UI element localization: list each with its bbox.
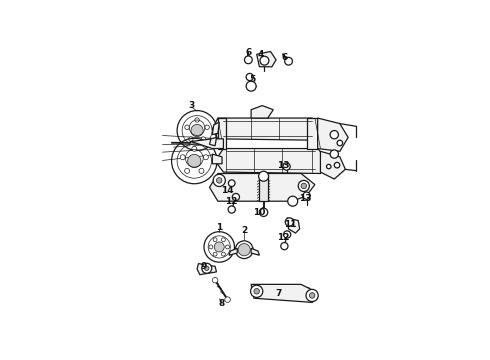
Polygon shape	[218, 118, 226, 149]
Polygon shape	[251, 105, 273, 118]
Circle shape	[202, 263, 212, 273]
Text: 12: 12	[225, 197, 238, 206]
Circle shape	[221, 252, 225, 256]
Circle shape	[228, 206, 235, 213]
Text: 8: 8	[219, 299, 225, 308]
Circle shape	[238, 244, 250, 256]
Circle shape	[306, 289, 318, 302]
Circle shape	[250, 285, 263, 297]
Polygon shape	[251, 248, 259, 255]
Circle shape	[285, 57, 293, 65]
Text: 13: 13	[299, 194, 312, 203]
Polygon shape	[212, 118, 323, 140]
Circle shape	[284, 231, 291, 238]
Circle shape	[213, 252, 217, 256]
Circle shape	[303, 192, 310, 199]
Polygon shape	[259, 176, 268, 201]
Circle shape	[281, 243, 288, 250]
Circle shape	[199, 168, 204, 174]
Text: 1: 1	[216, 223, 222, 232]
Circle shape	[180, 155, 185, 160]
Text: 7: 7	[276, 289, 282, 298]
Circle shape	[259, 208, 268, 216]
Circle shape	[192, 146, 197, 151]
Text: 4: 4	[258, 50, 264, 59]
Circle shape	[213, 174, 225, 186]
Polygon shape	[318, 118, 348, 151]
Circle shape	[188, 154, 201, 168]
Circle shape	[212, 278, 218, 283]
Circle shape	[246, 73, 253, 81]
Circle shape	[285, 218, 294, 226]
Circle shape	[245, 56, 252, 64]
Text: 12: 12	[277, 233, 289, 242]
Polygon shape	[210, 138, 217, 146]
Circle shape	[204, 266, 209, 270]
Text: 9: 9	[201, 262, 207, 271]
Text: 3: 3	[188, 101, 195, 110]
Text: 5: 5	[249, 75, 256, 84]
Circle shape	[260, 56, 269, 65]
Circle shape	[213, 238, 217, 242]
Polygon shape	[287, 218, 300, 233]
Circle shape	[191, 125, 203, 136]
Polygon shape	[251, 284, 318, 302]
Circle shape	[189, 137, 193, 141]
Circle shape	[337, 140, 343, 146]
Circle shape	[326, 164, 331, 169]
Circle shape	[259, 171, 269, 181]
Circle shape	[185, 125, 189, 130]
Polygon shape	[257, 51, 276, 67]
Circle shape	[195, 118, 199, 122]
Circle shape	[334, 162, 340, 168]
Circle shape	[205, 125, 209, 130]
Circle shape	[232, 193, 240, 201]
Circle shape	[217, 177, 222, 183]
Polygon shape	[190, 139, 223, 149]
Circle shape	[209, 245, 213, 249]
Circle shape	[288, 196, 298, 206]
Circle shape	[301, 183, 307, 189]
Text: 6: 6	[281, 53, 288, 62]
Polygon shape	[212, 154, 222, 164]
Polygon shape	[307, 118, 318, 149]
Text: 6: 6	[245, 48, 251, 57]
Polygon shape	[212, 122, 219, 135]
Polygon shape	[215, 149, 329, 174]
Text: 2: 2	[241, 226, 247, 235]
Text: 11: 11	[284, 220, 296, 229]
Polygon shape	[320, 151, 345, 179]
Circle shape	[221, 238, 225, 242]
Circle shape	[225, 245, 229, 249]
Text: 10: 10	[253, 208, 266, 217]
Circle shape	[214, 242, 224, 252]
Circle shape	[254, 288, 259, 294]
Circle shape	[201, 137, 205, 141]
Circle shape	[298, 180, 309, 192]
Text: 13: 13	[277, 161, 289, 170]
Polygon shape	[210, 174, 315, 201]
Polygon shape	[229, 248, 237, 255]
Circle shape	[185, 168, 190, 174]
Text: 14: 14	[221, 186, 234, 195]
Circle shape	[309, 293, 315, 298]
Polygon shape	[197, 264, 217, 275]
Circle shape	[225, 297, 230, 302]
Circle shape	[330, 131, 339, 139]
Circle shape	[330, 150, 339, 158]
Circle shape	[228, 180, 235, 186]
Circle shape	[203, 155, 208, 160]
Circle shape	[283, 163, 290, 170]
Circle shape	[246, 81, 256, 91]
